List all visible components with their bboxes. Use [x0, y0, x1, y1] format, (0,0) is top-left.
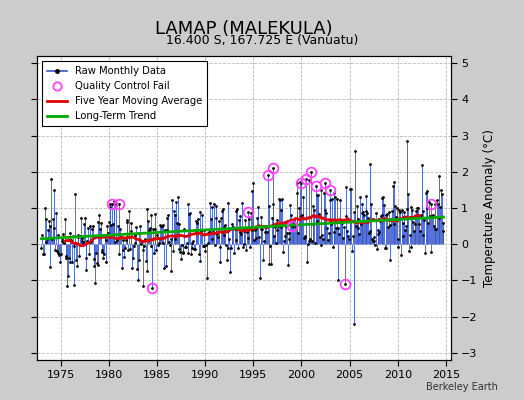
- Legend: Raw Monthly Data, Quality Control Fail, Five Year Moving Average, Long-Term Tren: Raw Monthly Data, Quality Control Fail, …: [42, 61, 207, 126]
- Text: 16.400 S, 167.725 E (Vanuatu): 16.400 S, 167.725 E (Vanuatu): [166, 34, 358, 47]
- Y-axis label: Temperature Anomaly (°C): Temperature Anomaly (°C): [483, 129, 496, 287]
- Title: LAMAP (MALEKULA): LAMAP (MALEKULA): [155, 20, 332, 38]
- Text: Berkeley Earth: Berkeley Earth: [426, 382, 498, 392]
